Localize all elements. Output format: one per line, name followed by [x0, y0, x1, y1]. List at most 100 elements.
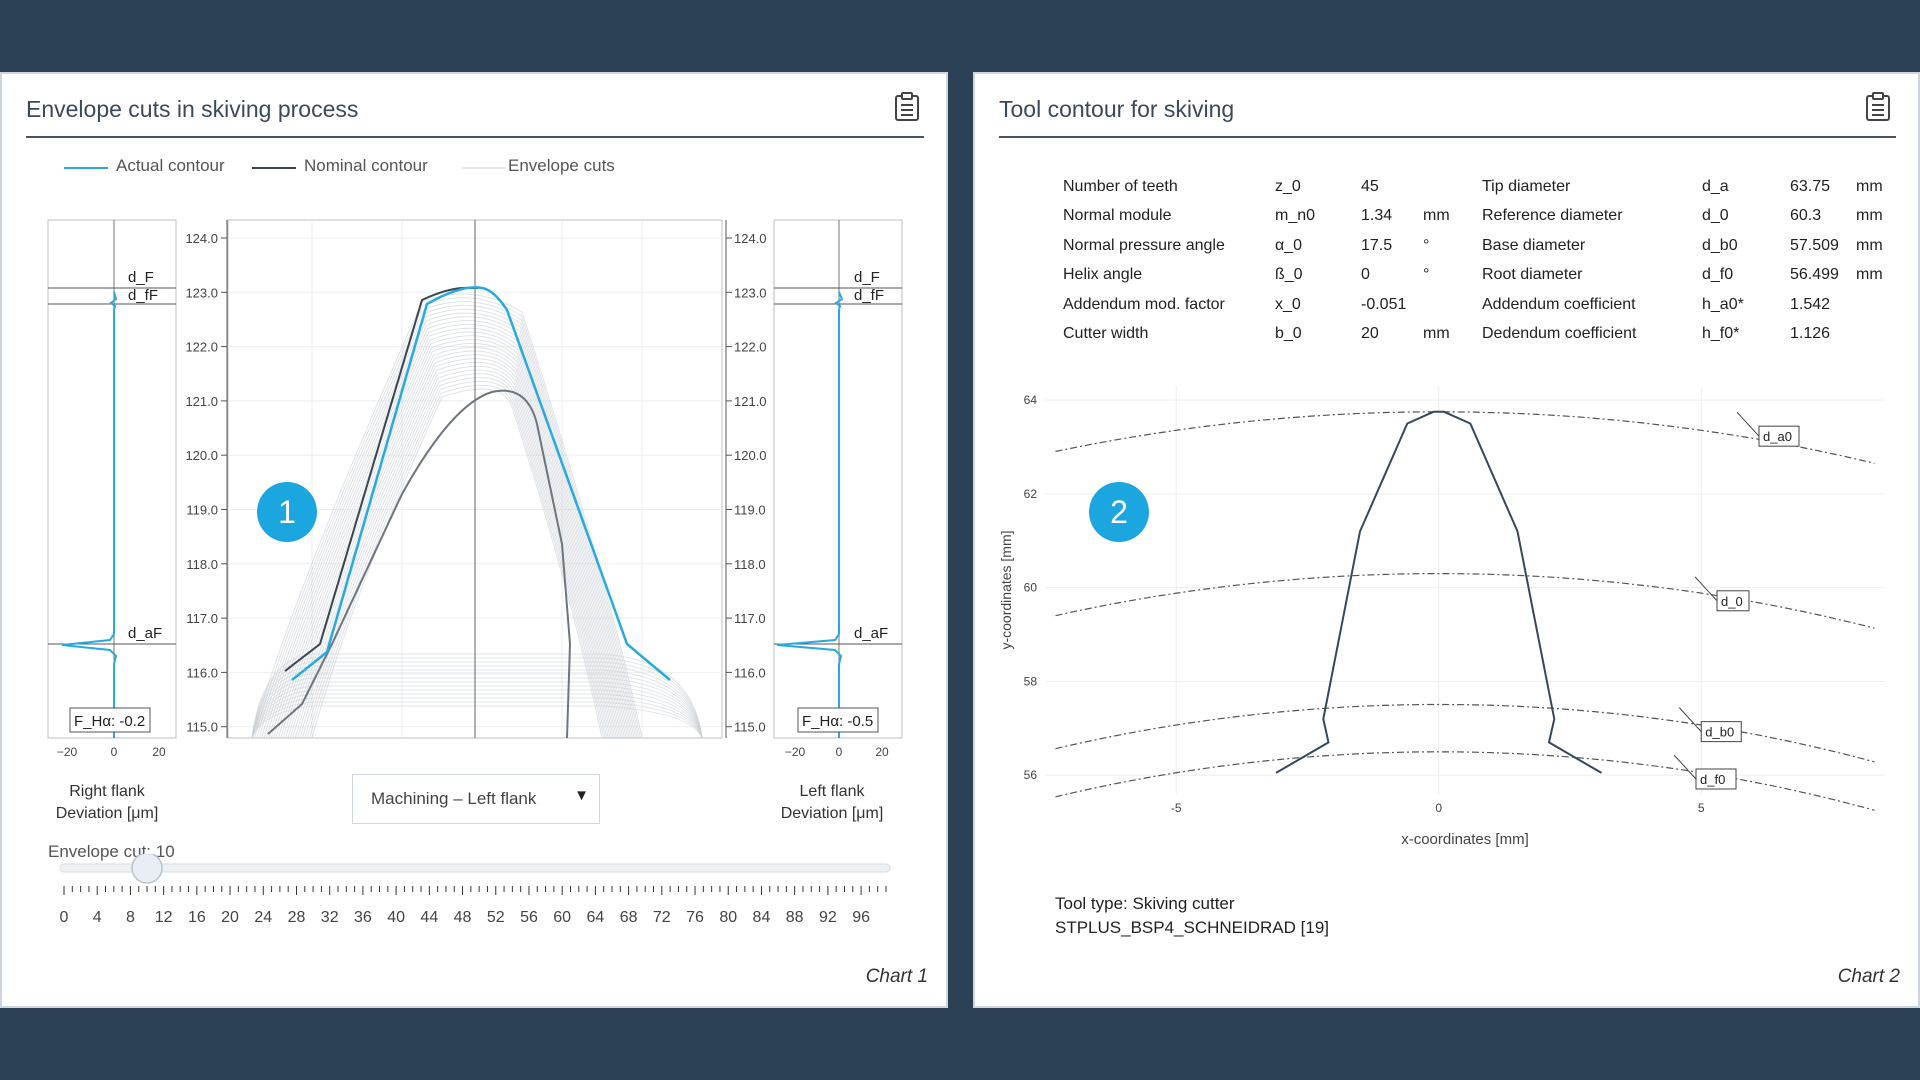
marker-d-ff: d_fF — [854, 287, 884, 304]
param-unit: mm — [1423, 207, 1450, 225]
y-tick-label: 56 — [1024, 768, 1038, 782]
slider-tick-label: 60 — [553, 909, 571, 926]
tool-params-left: Number of teeth z_0 45 Normal module m_n0 1.3… — [1063, 172, 1457, 349]
slider-tick-label: 96 — [852, 909, 870, 926]
param-name: Normal module — [1063, 207, 1172, 225]
y-tick-label: 118.0 — [734, 557, 766, 572]
circle-label-box — [1758, 425, 1800, 447]
y-tick-label: 62 — [1024, 487, 1038, 501]
envelope-cut — [292, 358, 616, 739]
circle-label-box — [1695, 768, 1737, 790]
param-row: Helix angle ß_0 0 ° — [1063, 261, 1457, 291]
envelope-cut — [289, 354, 617, 739]
param-unit: mm — [1856, 236, 1883, 254]
slider-tick-label: 36 — [354, 909, 372, 926]
param-val: 17.5 — [1361, 236, 1393, 254]
circle-label: d_b0 — [1705, 725, 1734, 740]
panel-title: Tool contour for skiving — [999, 96, 1235, 122]
legend-envelope-cuts[interactable]: Envelope cuts — [508, 156, 615, 175]
y-tick-label: 124.0 — [185, 231, 218, 246]
param-row: Root diameter d_f0 56.499 mm — [1482, 261, 1890, 291]
y-tick-label: 116.0 — [734, 665, 766, 680]
param-row: Normal pressure angle α_0 17.5 ° — [1063, 231, 1457, 261]
legend-actual-contour[interactable]: Actual contour — [116, 156, 225, 175]
marker-d-ff: d_fF — [128, 287, 158, 304]
chart-label: Chart 1 — [865, 966, 928, 987]
left-flank-label: Left flank — [800, 783, 866, 800]
envelope-cut — [251, 697, 703, 739]
envelope-cut — [253, 297, 641, 739]
slider-tick-label: 68 — [620, 909, 638, 926]
param-val: 56.499 — [1790, 266, 1839, 284]
machining-flank-select[interactable]: Machining – Left flank ▼ — [352, 774, 600, 824]
param-sym: h_f0* — [1702, 325, 1740, 343]
envelope-cut-slider[interactable]: 0 4 8 12 16 20 24 28 32 36 40 44 48 52 56 60 64 68 72 76 80 8… — [2, 854, 950, 944]
envelope-cut — [251, 705, 703, 739]
panel-title: Envelope cuts in skiving process — [26, 96, 359, 122]
title-divider — [999, 136, 1896, 138]
circle-label: d_a0 — [1763, 429, 1792, 444]
clipboard-icon[interactable] — [1865, 92, 1891, 122]
y-tick-label: 118.0 — [186, 557, 218, 572]
diameter-circle — [1055, 411, 1875, 464]
envelope-cut — [270, 323, 630, 739]
param-val: 1.542 — [1790, 295, 1831, 313]
param-name: Addendum coefficient — [1482, 295, 1636, 313]
x-tick-label: 0 — [1435, 801, 1442, 815]
param-row: Cutter width b_0 20 mm — [1063, 320, 1457, 350]
param-name: Base diameter — [1482, 236, 1586, 254]
envelope-cut — [251, 673, 703, 739]
tool-type: Tool type: Skiving cutter STPLUS_BSP4_SC… — [1055, 892, 1329, 940]
marker-d-af: d_aF — [128, 625, 162, 642]
param-unit: mm — [1856, 177, 1883, 195]
envelope-cuts-panel: Envelope cuts in skiving process Actual … — [0, 72, 948, 1008]
slider-tick-label: 76 — [686, 909, 704, 926]
slider-tick-label: 12 — [155, 909, 173, 926]
chevron-down-icon: ▼ — [574, 787, 589, 804]
envelope-cut — [258, 304, 638, 739]
legend-nominal-contour[interactable]: Nominal contour — [304, 156, 428, 175]
param-row: Number of teeth z_0 45 — [1063, 172, 1457, 202]
param-sym: d_0 — [1702, 207, 1729, 225]
param-row: Addendum mod. factor x_0 -0.051 — [1063, 290, 1457, 320]
param-sym: d_b0 — [1702, 236, 1738, 254]
param-name: Root diameter — [1482, 266, 1583, 284]
envelope-cut — [251, 665, 703, 739]
y-tick-label: 117.0 — [186, 611, 218, 626]
envelope-cut — [261, 308, 637, 739]
param-sym: α_0 — [1275, 236, 1303, 254]
param-name: Normal pressure angle — [1063, 236, 1225, 254]
circle-label-box — [1700, 721, 1742, 743]
envelope-cut — [251, 689, 703, 739]
actual-contour — [291, 286, 671, 681]
envelope-cut — [301, 373, 609, 739]
envelope-cut — [273, 327, 629, 739]
envelope-plots: d_F d_fF d_aF F_Hα: -0.2 −20 0 20 124.01… — [47, 219, 903, 822]
envelope-cut — [294, 361, 614, 739]
marker-d-f: d_F — [128, 269, 154, 286]
slider-tick-label: 88 — [786, 909, 804, 926]
step-badge-1: 1 — [257, 482, 317, 542]
y-tick-label: 124.0 — [734, 231, 767, 246]
y-tick-label: 119.0 — [734, 503, 766, 518]
param-sym: ß_0 — [1275, 266, 1303, 284]
legend-envelope-swatch — [462, 167, 506, 169]
param-unit: ° — [1423, 236, 1430, 254]
y-tick-label: 122.0 — [734, 340, 767, 355]
left-flank-deviation-plot: d_F d_fF d_aF F_Hα: -0.5 −20 0 20 — [773, 219, 903, 759]
slider-tick-label: 20 — [221, 909, 239, 926]
slider-tick-label: 80 — [719, 909, 737, 926]
slider-thumb[interactable] — [131, 854, 163, 884]
envelope-cut — [251, 293, 643, 739]
y-tick-label: 122.0 — [185, 340, 218, 355]
legend-nominal-swatch — [252, 167, 296, 169]
clipboard-icon[interactable] — [894, 92, 920, 122]
fha-value: F_Hα: -0.5 — [802, 713, 873, 730]
param-val: 60.3 — [1790, 207, 1822, 225]
fha-value: F_Hα: -0.2 — [74, 713, 145, 730]
envelope-cut — [275, 331, 627, 739]
slider-tick-label: 84 — [753, 909, 771, 926]
slider-tick-label: 4 — [93, 909, 102, 926]
y-tick-label: 123.0 — [734, 285, 767, 300]
slider-tick-label: 28 — [288, 909, 306, 926]
